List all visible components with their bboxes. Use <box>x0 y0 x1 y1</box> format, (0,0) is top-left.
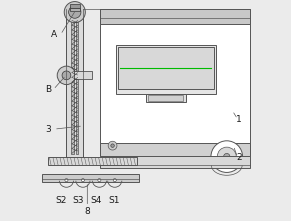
Circle shape <box>62 71 71 80</box>
Circle shape <box>113 179 116 182</box>
Circle shape <box>57 66 76 85</box>
Bar <box>100 143 250 156</box>
Bar <box>148 95 183 101</box>
Bar <box>76 12 78 154</box>
Bar <box>100 10 250 24</box>
Text: S3: S3 <box>73 196 84 205</box>
Bar <box>70 4 80 8</box>
Circle shape <box>108 141 117 150</box>
Text: S2: S2 <box>55 196 67 205</box>
Circle shape <box>65 179 68 182</box>
Circle shape <box>98 179 101 182</box>
Circle shape <box>223 153 230 160</box>
Circle shape <box>69 6 81 18</box>
Text: 2: 2 <box>236 153 242 162</box>
Circle shape <box>81 179 84 182</box>
Bar <box>66 10 83 157</box>
Bar <box>42 174 139 182</box>
Bar <box>100 10 250 156</box>
Bar <box>74 71 92 79</box>
Text: 3: 3 <box>45 125 51 134</box>
Bar <box>71 12 74 154</box>
Text: 8: 8 <box>84 208 90 216</box>
Circle shape <box>64 2 85 23</box>
Bar <box>146 94 186 102</box>
Bar <box>116 45 216 94</box>
Circle shape <box>211 141 243 172</box>
Text: S4: S4 <box>91 196 102 205</box>
Bar <box>48 158 137 165</box>
Text: S1: S1 <box>108 196 119 205</box>
Text: B: B <box>45 85 51 94</box>
Circle shape <box>111 144 114 147</box>
Bar <box>100 156 250 168</box>
Text: 1: 1 <box>236 115 242 124</box>
Circle shape <box>217 147 236 166</box>
Bar <box>118 47 214 89</box>
Bar <box>70 8 80 11</box>
Text: A: A <box>51 30 57 39</box>
